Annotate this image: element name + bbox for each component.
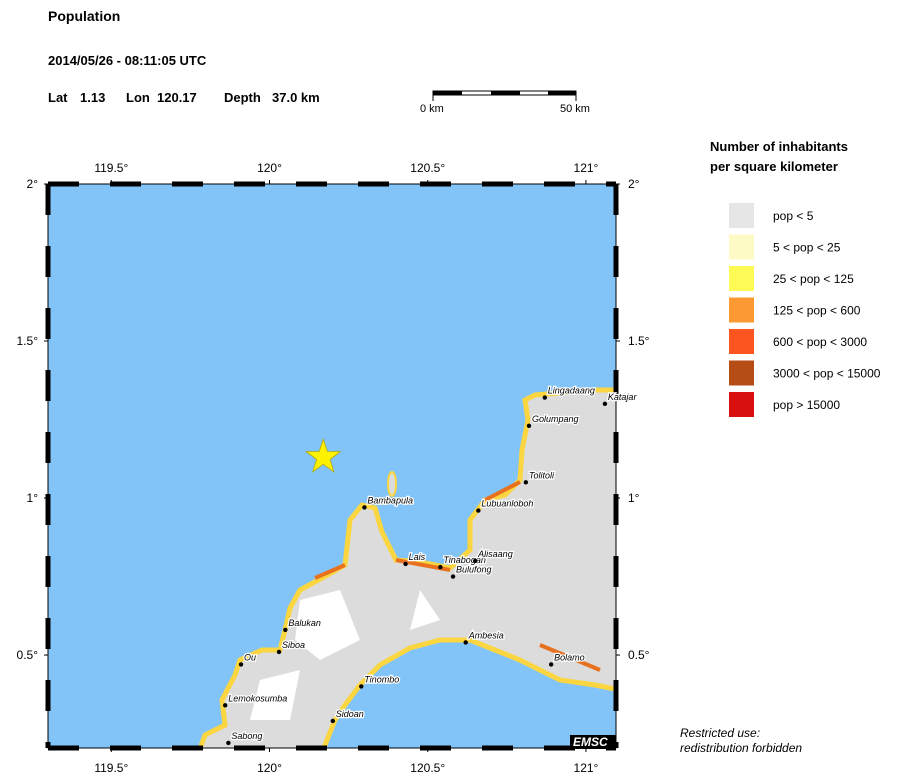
city-dot xyxy=(238,662,244,667)
lon-tick-label: 121° xyxy=(574,161,599,175)
city-dot xyxy=(476,508,481,513)
legend-label: 600 < pop < 3000 xyxy=(773,335,867,349)
city-label: Katajar xyxy=(608,392,638,402)
depth-label: Depth xyxy=(224,90,261,105)
lon-value: 120.17 xyxy=(157,90,197,105)
legend-label: 3000 < pop < 15000 xyxy=(773,367,881,381)
city-dot xyxy=(359,684,364,689)
lon-tick-label: 119.5° xyxy=(94,761,128,775)
lat-tick-label: 0.5° xyxy=(17,648,39,662)
legend-swatch xyxy=(729,234,754,260)
city-label: Golumpang xyxy=(532,414,579,424)
credit: EMSC xyxy=(573,735,608,749)
legend-title: Number of inhabitants xyxy=(710,139,848,154)
lat-tick-label: 1° xyxy=(27,491,39,505)
lat-tick-label: 1.5° xyxy=(17,334,39,348)
lon-tick-label: 120° xyxy=(257,161,282,175)
city-label: Lingadaang xyxy=(548,386,595,396)
scale-start: 0 km xyxy=(420,103,444,115)
scale-bar xyxy=(432,90,577,101)
lat-tick-label: 0.5° xyxy=(628,648,650,662)
city-dot xyxy=(472,558,478,564)
city-label: Ou xyxy=(244,652,256,662)
legend-swatch xyxy=(729,329,754,354)
lon-label: Lon xyxy=(126,90,150,105)
legend-swatch xyxy=(729,203,754,228)
city-label: Lubuanloboh xyxy=(481,499,533,509)
lon-tick-label: 120.5° xyxy=(410,761,445,775)
legend-label: 5 < pop < 25 xyxy=(773,241,841,255)
city-dot xyxy=(223,703,228,708)
city-label: Ambesia xyxy=(468,630,504,640)
frame xyxy=(47,183,617,749)
city-label: Tinabogan xyxy=(443,555,485,565)
city-label: Tolitoli xyxy=(529,470,555,480)
title: Population xyxy=(48,8,120,24)
city-dot xyxy=(362,505,367,510)
city-dot xyxy=(330,718,335,724)
lat-label: Lat xyxy=(48,90,68,105)
city-label: Bambapula xyxy=(367,495,413,505)
city-label: Bulufong xyxy=(456,565,492,575)
legend-label: pop > 15000 xyxy=(773,398,840,412)
city-label: Alisaang xyxy=(477,549,513,559)
legend-title: per square kilometer xyxy=(710,159,838,174)
lon-tick-label: 121° xyxy=(574,761,599,775)
city-label: Siboa xyxy=(282,640,305,650)
land xyxy=(197,387,616,748)
city-dot xyxy=(276,649,282,655)
city-dot xyxy=(526,423,532,429)
lon-tick-label: 119.5° xyxy=(94,161,128,175)
city-dot xyxy=(283,627,288,633)
city-label: Lais xyxy=(409,552,426,562)
scale-end: 50 km xyxy=(560,103,590,115)
lat-tick-label: 2° xyxy=(27,177,39,191)
city-dot xyxy=(463,640,468,645)
datetime: 2014/05/26 - 08:11:05 UTC xyxy=(48,53,207,68)
lat-value: 1.13 xyxy=(80,90,105,105)
lon-tick-label: 120° xyxy=(257,761,282,775)
lat-tick-label: 1° xyxy=(628,491,640,505)
legend-swatch xyxy=(729,392,754,417)
city-label: Bolamo xyxy=(554,652,585,662)
lat-tick-label: 2° xyxy=(628,177,640,191)
city-label: Sabong xyxy=(231,731,262,741)
legend-swatch xyxy=(729,297,754,323)
legend-label: pop < 5 xyxy=(773,209,814,223)
legend-label: 25 < pop < 125 xyxy=(773,272,854,286)
city-dot xyxy=(403,561,408,567)
lat-tick-label: 1.5° xyxy=(628,334,650,348)
city-dot xyxy=(542,395,548,400)
legend-label: 125 < pop < 600 xyxy=(773,304,861,318)
city-label: Balukan xyxy=(288,618,321,628)
city-dot xyxy=(226,740,231,746)
city-dot xyxy=(548,662,554,667)
city-label: Sidoan xyxy=(336,709,364,719)
footer: redistribution forbidden xyxy=(680,741,802,755)
legend-swatch xyxy=(729,266,754,291)
depth-value: 37.0 km xyxy=(272,90,320,105)
city-dot xyxy=(523,480,529,485)
city-dot xyxy=(450,574,456,579)
city-dot xyxy=(602,401,608,407)
credit-box xyxy=(570,735,616,749)
footer: Restricted use: xyxy=(680,726,760,740)
city-label: Tinombo xyxy=(364,674,399,684)
epicenter xyxy=(305,437,342,473)
legend-swatch xyxy=(729,360,754,386)
lon-tick-label: 120.5° xyxy=(410,161,445,175)
city-label: Lemokosumba xyxy=(228,693,287,703)
city-dot xyxy=(438,564,443,570)
